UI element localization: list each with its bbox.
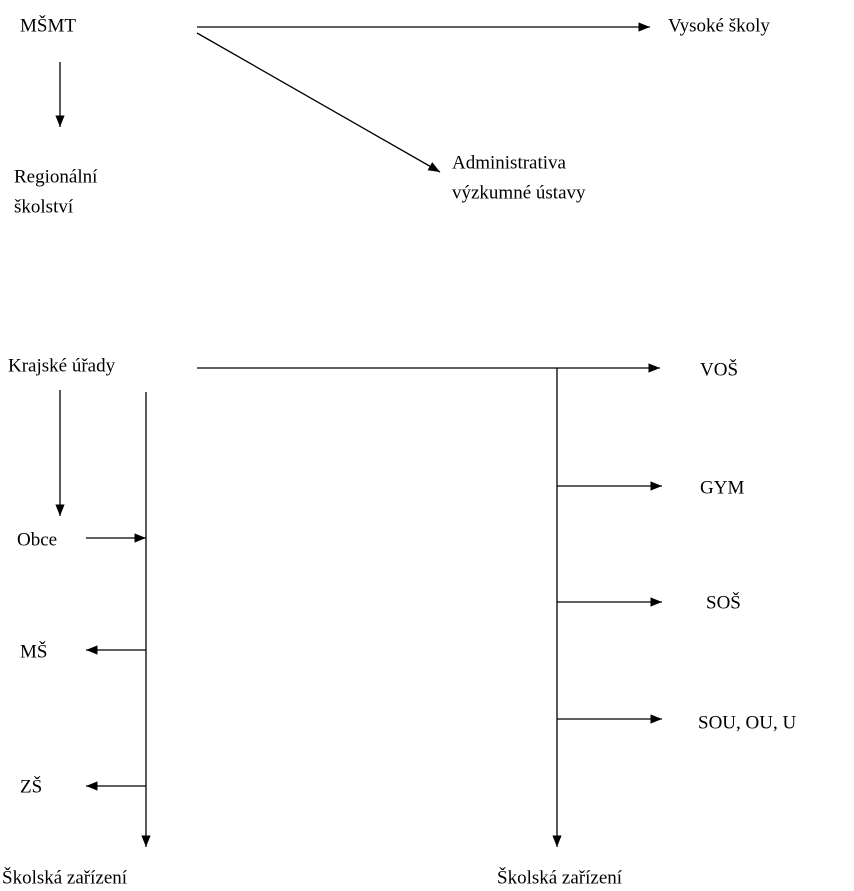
node-label: Školská zařízení [497, 866, 623, 888]
node-label: Krajské úřady [8, 355, 116, 376]
node-label: SOŠ [706, 591, 741, 613]
node-label: Regionální [14, 166, 98, 187]
node-label: Administrativa [452, 152, 567, 173]
node-label: Školská zařízení [2, 866, 128, 888]
node-label: školství [14, 196, 74, 217]
node-label: MŠMT [20, 14, 76, 36]
node-label: výzkumné ústavy [452, 182, 586, 203]
node-label: Vysoké školy [668, 15, 770, 36]
node-label: VOŠ [700, 358, 738, 380]
node-label: MŠ [20, 640, 47, 662]
node-label: GYM [700, 477, 744, 498]
node-label: Obce [17, 529, 57, 550]
labels: MŠMT Vysoké školy Administrativa výzkumn… [2, 14, 796, 888]
arrows [55, 22, 662, 847]
node-label: ZŠ [20, 775, 42, 797]
arrow [196, 32, 441, 173]
node-label: SOU, OU, U [698, 712, 796, 733]
